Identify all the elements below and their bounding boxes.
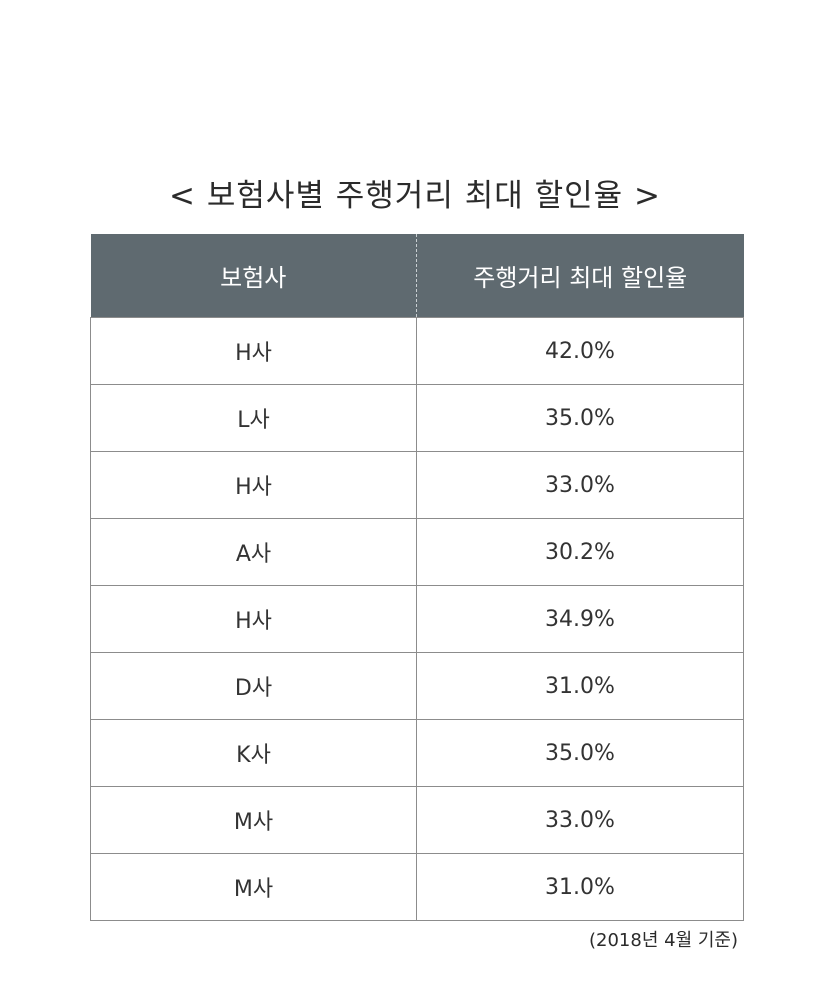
table-row: M사 31.0% <box>90 853 744 921</box>
insurer-cell: A사 <box>90 518 417 586</box>
insurer-cell: M사 <box>90 786 417 854</box>
insurer-cell: M사 <box>90 853 417 921</box>
header-row: 보험사 주행거리 최대 할인율 <box>90 234 744 318</box>
rate-cell: 30.2% <box>416 518 744 586</box>
rate-cell: 35.0% <box>416 384 744 452</box>
table-body: H사 42.0% L사 35.0% H사 33.0% A사 30.2% H사 3… <box>90 317 744 921</box>
rate-cell: 42.0% <box>416 317 744 385</box>
table-header: 보험사 주행거리 최대 할인율 <box>90 234 744 318</box>
table-row: H사 33.0% <box>90 451 744 519</box>
insurer-cell: K사 <box>90 719 417 787</box>
header-insurer: 보험사 <box>90 234 417 318</box>
table-row: D사 31.0% <box>90 652 744 720</box>
table-title: < 보험사별 주행거리 최대 할인율 > <box>169 178 661 214</box>
rate-cell: 33.0% <box>416 451 744 519</box>
table-row: A사 30.2% <box>90 518 744 586</box>
table-row: M사 33.0% <box>90 786 744 854</box>
insurer-cell: H사 <box>90 451 417 519</box>
table-row: H사 42.0% <box>90 317 744 385</box>
insurer-cell: H사 <box>90 585 417 653</box>
date-basis-note: (2018년 4월 기준) <box>589 930 738 951</box>
header-max-discount: 주행거리 최대 할인율 <box>416 234 744 318</box>
rate-cell: 35.0% <box>416 719 744 787</box>
rate-cell: 31.0% <box>416 652 744 720</box>
insurer-cell: D사 <box>90 652 417 720</box>
table-row: L사 35.0% <box>90 384 744 452</box>
rate-cell: 34.9% <box>416 585 744 653</box>
rate-cell: 33.0% <box>416 786 744 854</box>
discount-rate-table: 보험사 주행거리 최대 할인율 H사 42.0% L사 35.0% H사 33.… <box>90 234 744 921</box>
insurer-cell: L사 <box>90 384 417 452</box>
insurer-cell: H사 <box>90 317 417 385</box>
table-row: H사 34.9% <box>90 585 744 653</box>
rate-cell: 31.0% <box>416 853 744 921</box>
table-row: K사 35.0% <box>90 719 744 787</box>
